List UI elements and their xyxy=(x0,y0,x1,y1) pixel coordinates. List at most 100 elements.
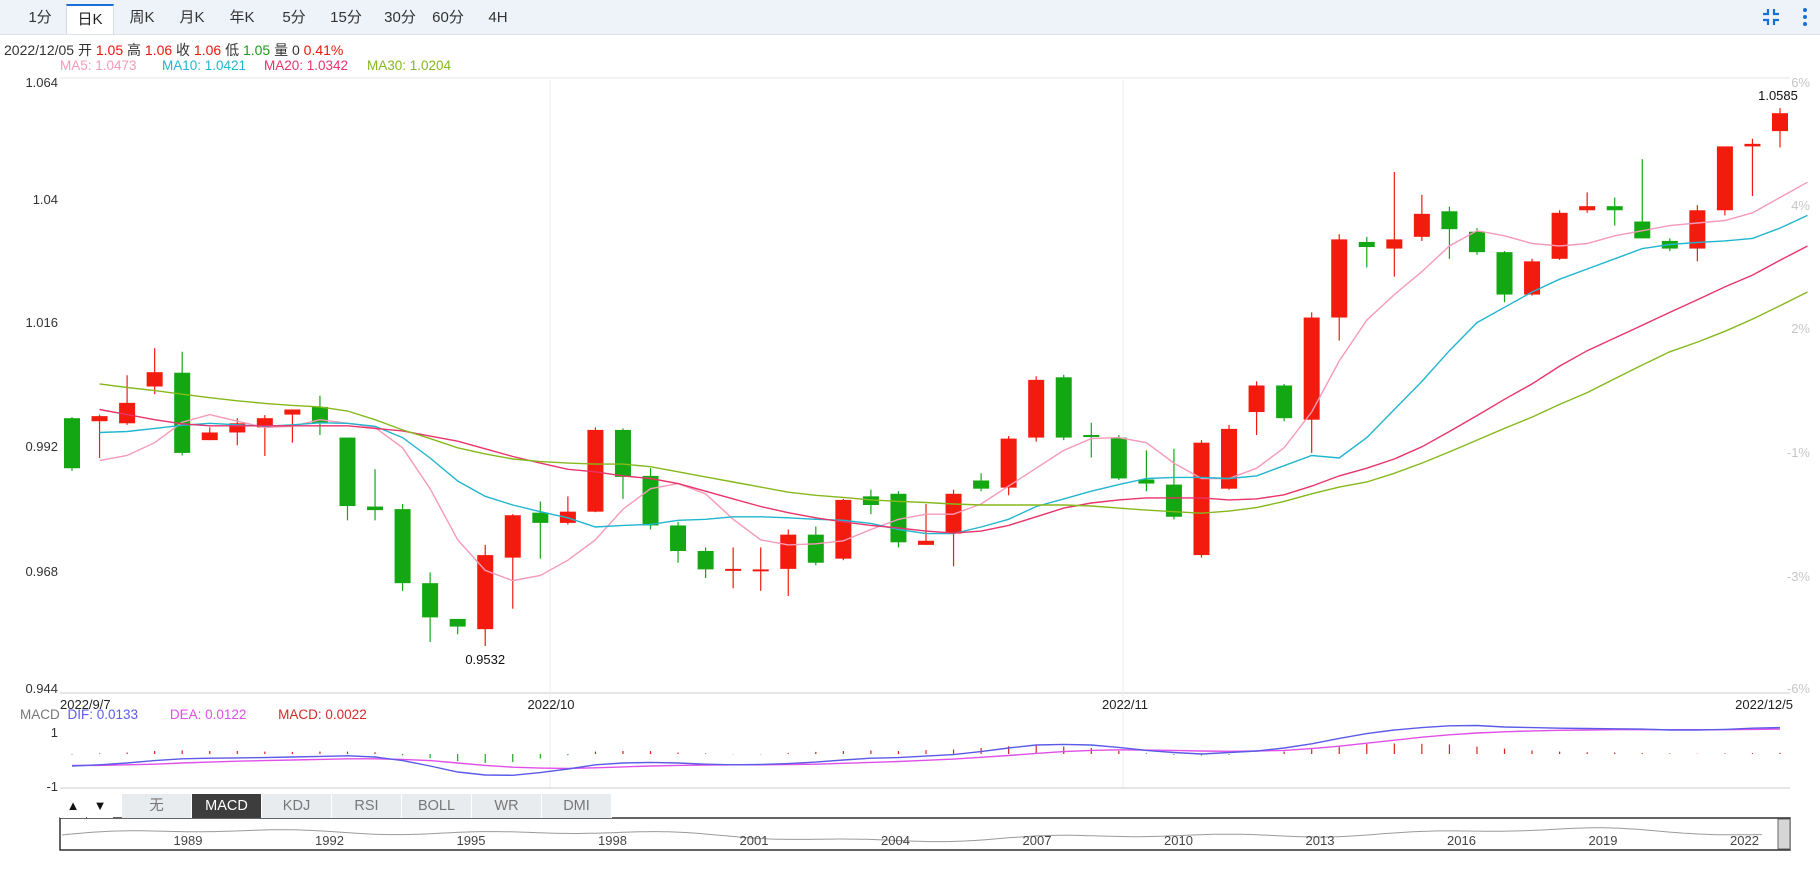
overview-year-label: 2022 xyxy=(1730,833,1759,848)
overview-year-label: 2001 xyxy=(740,833,769,848)
candle-body xyxy=(1331,239,1348,318)
ohlc-date: 2022/12/05 xyxy=(4,42,75,58)
candle-body xyxy=(1496,252,1513,295)
candle-body xyxy=(367,506,384,511)
candle-body xyxy=(1276,385,1293,419)
y-tick-label: 0.968 xyxy=(25,564,58,579)
pct-tick-label: 4% xyxy=(1791,198,1810,213)
candle-body xyxy=(1772,113,1788,132)
indicator-tab-MACD[interactable]: MACD xyxy=(192,794,262,818)
tab-日K[interactable]: 日K xyxy=(66,4,114,34)
indicator-tab-无[interactable]: 无 xyxy=(122,794,192,818)
candle-body xyxy=(1551,212,1568,259)
more-vertical-icon[interactable] xyxy=(1798,6,1812,28)
candle-body xyxy=(174,372,191,453)
candle-body xyxy=(1358,241,1375,248)
change-percent: 0.41% xyxy=(303,42,344,58)
tab-1分[interactable]: 1分 xyxy=(28,9,52,26)
candle-body xyxy=(146,372,163,387)
indicator-tab-BOLL[interactable]: BOLL xyxy=(402,794,472,818)
candle-body xyxy=(1248,385,1265,413)
candle-body xyxy=(311,406,328,424)
tab-5分[interactable]: 5分 xyxy=(282,9,306,26)
candle-body xyxy=(1110,437,1127,479)
tab-年K[interactable]: 年K xyxy=(229,9,255,26)
candle-body xyxy=(1193,442,1210,556)
ma10-legend: MA10: 1.0421 xyxy=(162,58,247,73)
overview-year-label: 2007 xyxy=(1023,833,1052,848)
y-tick-label: 0.944 xyxy=(25,681,58,696)
candle-body xyxy=(614,429,631,477)
candle-body xyxy=(1000,438,1017,488)
candle-body xyxy=(64,418,80,469)
high-label: 高 xyxy=(127,42,141,58)
overview-year-label: 2004 xyxy=(881,833,910,848)
overview-year-label: 1989 xyxy=(174,833,203,848)
macd-y-tick: -1 xyxy=(46,779,58,794)
overview-year-label: 2019 xyxy=(1589,833,1618,848)
candle-body xyxy=(1386,239,1403,249)
candle-body xyxy=(945,493,962,534)
pct-tick-label: 2% xyxy=(1791,321,1810,336)
candle-body xyxy=(532,512,549,523)
tab-周K[interactable]: 周K xyxy=(129,9,155,26)
max-price-annotation: 1.0585 xyxy=(1758,88,1798,103)
dea-legend: DEA: 0.0122 xyxy=(169,707,247,722)
candle-body xyxy=(1579,206,1596,211)
candle-body xyxy=(229,423,246,433)
candle-body xyxy=(725,568,742,571)
candle-body xyxy=(862,496,879,506)
ma30-line xyxy=(99,291,1808,514)
candle-body xyxy=(1138,479,1155,484)
pct-tick-label: -6% xyxy=(1787,681,1811,696)
candle-body xyxy=(670,525,687,551)
overview-line xyxy=(61,827,1762,843)
indicator-tab-RSI[interactable]: RSI xyxy=(332,794,402,818)
close-value: 1.06 xyxy=(193,42,222,58)
scroll-down-button[interactable]: ▼ xyxy=(87,794,113,818)
x-axis-label: 2022/12/5 xyxy=(1735,697,1793,712)
low-value: 1.05 xyxy=(242,42,271,58)
scroll-up-button[interactable]: ▲ xyxy=(60,794,86,818)
candle-body xyxy=(1524,261,1541,295)
open-value: 1.05 xyxy=(95,42,124,58)
candle-body xyxy=(807,534,824,563)
candle-body xyxy=(1441,211,1458,230)
candle-body xyxy=(1716,146,1733,211)
macd-y-tick: 1 xyxy=(51,725,58,740)
indicator-tab-DMI[interactable]: DMI xyxy=(542,794,612,818)
volume-label: 量 xyxy=(274,42,289,58)
x-axis-label: 2022/10 xyxy=(528,697,575,712)
dif-legend: DIF: 0.0133 xyxy=(67,707,139,722)
y-tick-label: 1.064 xyxy=(25,75,58,90)
tab-30分[interactable]: 30分 xyxy=(384,9,416,26)
indicator-tab-WR[interactable]: WR xyxy=(472,794,542,818)
candle-body xyxy=(918,540,934,545)
candle-body xyxy=(477,555,494,630)
indicator-tab-KDJ[interactable]: KDJ xyxy=(262,794,332,818)
macd-value-legend: MACD: 0.0022 xyxy=(278,707,367,722)
candle-body xyxy=(1634,221,1651,239)
overview-year-label: 2010 xyxy=(1164,833,1193,848)
candle-body xyxy=(504,515,521,558)
tab-月K[interactable]: 月K xyxy=(179,9,205,26)
candle-body xyxy=(119,402,136,424)
overview-handle[interactable] xyxy=(1777,818,1791,850)
overview-year-label: 1995 xyxy=(457,833,486,848)
low-label: 低 xyxy=(225,42,240,58)
ma20-line xyxy=(99,245,1808,534)
y-tick-label: 0.992 xyxy=(25,439,58,454)
overview-year-label: 2016 xyxy=(1447,833,1476,848)
pct-tick-label: -1% xyxy=(1787,445,1811,460)
min-price-annotation: 0.9532 xyxy=(465,652,505,667)
y-tick-label: 1.04 xyxy=(33,192,58,207)
candle-body xyxy=(890,493,907,543)
candle-body xyxy=(422,583,439,618)
tab-60分[interactable]: 60分 xyxy=(432,9,464,26)
tab-4H[interactable]: 4H xyxy=(488,9,508,26)
tab-15分[interactable]: 15分 xyxy=(330,9,362,26)
collapse-icon[interactable] xyxy=(1760,6,1782,28)
candle-body xyxy=(1468,231,1485,253)
candle-body xyxy=(587,429,604,512)
